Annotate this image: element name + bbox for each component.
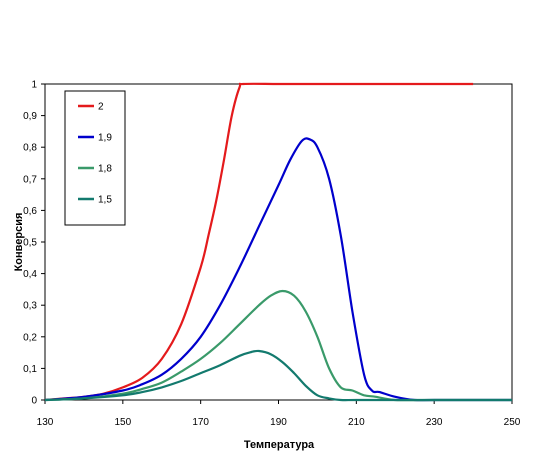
x-axis-title: Температура <box>244 439 315 451</box>
x-tick-label: 150 <box>114 417 131 428</box>
y-axis: 0 0,1 0,2 0,3 0,4 0,5 0,6 0,7 0,8 0,9 1 <box>23 80 45 407</box>
x-tick-label: 210 <box>348 417 365 428</box>
legend-label: 1,9 <box>98 133 112 144</box>
y-tick-label: 0,1 <box>23 364 37 375</box>
series-line-1-9 <box>44 137 512 402</box>
legend: 2 1,9 1,8 1,5 <box>64 90 126 226</box>
x-tick-label: 190 <box>270 417 287 428</box>
y-tick-label: 0,5 <box>23 238 37 249</box>
y-tick-label: 0,3 <box>23 301 37 312</box>
series-line-1-5 <box>44 349 512 402</box>
y-axis-title: Конверсия <box>13 213 25 272</box>
x-axis: 130 150 170 190 210 230 250 <box>37 400 521 428</box>
series-lines <box>44 82 512 402</box>
y-tick-label: 1 <box>31 80 37 91</box>
y-tick-label: 0 <box>31 396 37 407</box>
y-tick-label: 0,9 <box>23 111 37 122</box>
x-tick-label: 250 <box>504 417 521 428</box>
y-tick-label: 0,6 <box>23 206 37 217</box>
y-tick-label: 0,8 <box>23 143 37 154</box>
legend-box <box>64 90 126 226</box>
x-tick-label: 170 <box>192 417 209 428</box>
x-tick-label: 230 <box>426 417 443 428</box>
legend-label: 1,5 <box>98 195 112 206</box>
x-tick-label: 130 <box>37 417 54 428</box>
y-tick-label: 0,2 <box>23 332 37 343</box>
legend-label: 1,8 <box>98 164 112 175</box>
legend-label: 2 <box>98 102 104 113</box>
series-line-1-8 <box>44 289 512 402</box>
y-tick-label: 0,4 <box>23 269 37 280</box>
y-tick-label: 0,7 <box>23 174 37 185</box>
